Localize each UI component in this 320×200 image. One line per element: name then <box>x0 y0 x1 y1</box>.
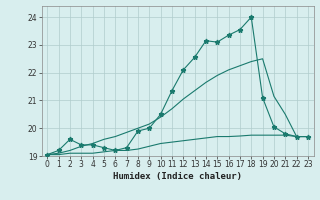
X-axis label: Humidex (Indice chaleur): Humidex (Indice chaleur) <box>113 172 242 181</box>
